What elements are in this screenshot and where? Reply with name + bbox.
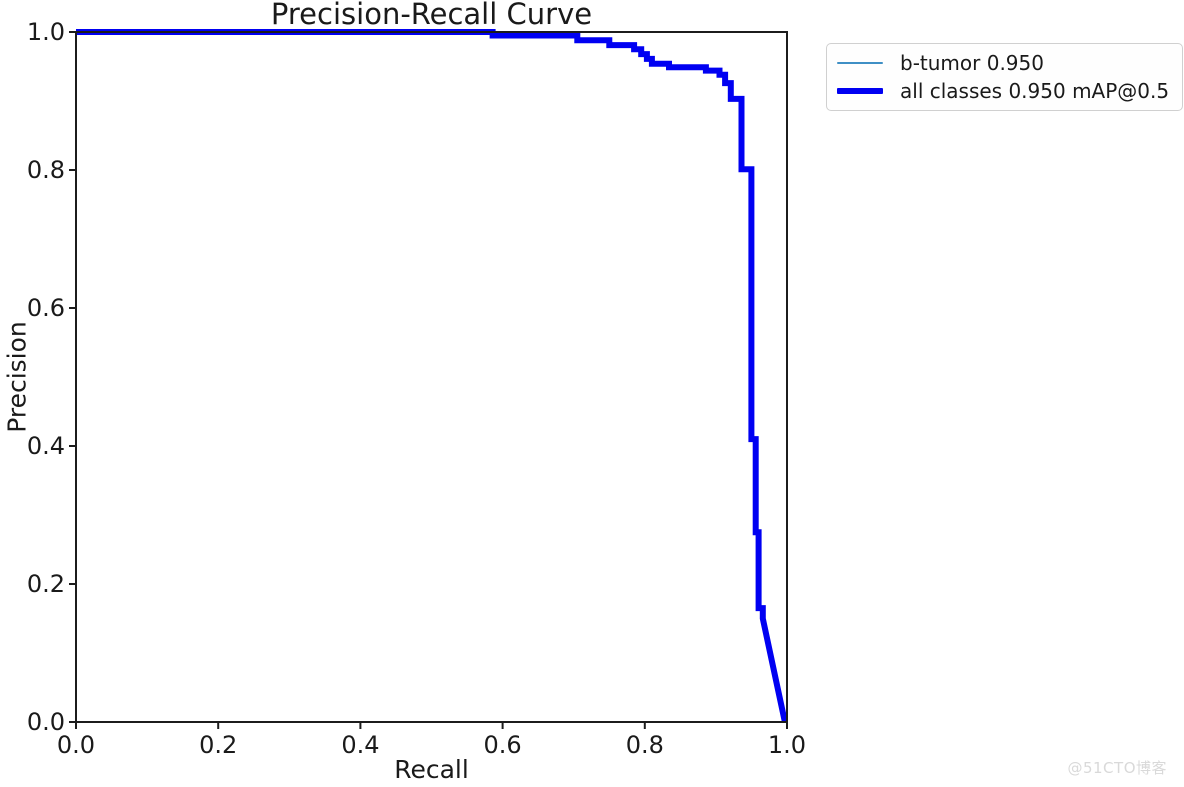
legend-item-all-classes: all classes 0.950 mAP@0.5 <box>837 79 1172 103</box>
y-tick-label: 0.6 <box>27 294 65 322</box>
x-axis-label: Recall <box>394 755 469 784</box>
pr-curve-all-classes <box>76 29 788 723</box>
legend-line-all-classes-icon <box>837 88 883 94</box>
x-tick-label: 0.0 <box>57 731 95 759</box>
legend-label-all-classes: all classes 0.950 mAP@0.5 <box>900 79 1170 103</box>
legend-item-b-tumor: b-tumor 0.950 <box>837 51 1172 75</box>
legend: b-tumor 0.950 all classes 0.950 mAP@0.5 <box>826 43 1183 111</box>
x-tick-label: 1.0 <box>768 731 806 759</box>
y-tick-label: 1.0 <box>27 18 65 46</box>
pr-curve-b-tumor <box>76 31 786 723</box>
x-tick-label: 0.2 <box>199 731 237 759</box>
watermark: @51CTO博客 <box>1067 759 1167 777</box>
legend-line-b-tumor-icon <box>837 62 883 64</box>
chart-title: Precision-Recall Curve <box>270 0 593 31</box>
y-tick-label: 0.0 <box>27 708 65 736</box>
y-tick-label: 0.4 <box>27 432 65 460</box>
legend-label-b-tumor: b-tumor 0.950 <box>900 51 1044 75</box>
x-tick-label: 0.6 <box>484 731 522 759</box>
y-tick-label: 0.2 <box>27 570 65 598</box>
x-tick-label: 0.4 <box>341 731 379 759</box>
plot-spines <box>75 31 788 723</box>
y-axis-label: Precision <box>2 321 32 433</box>
y-tick-label: 0.8 <box>27 156 65 184</box>
x-tick-label: 0.8 <box>626 731 664 759</box>
